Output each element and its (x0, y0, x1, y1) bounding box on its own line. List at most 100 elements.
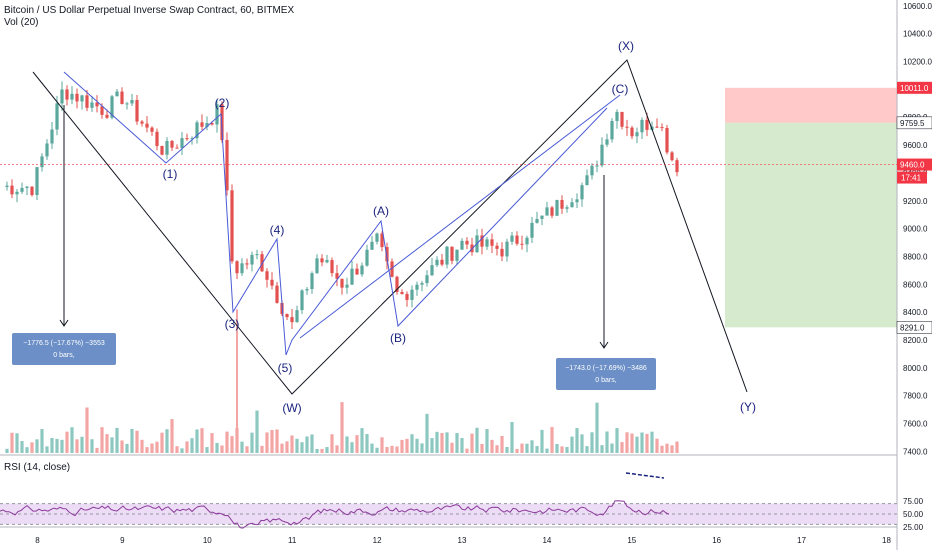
candle-body (115, 91, 119, 97)
candle-body (40, 156, 44, 168)
candle-body (495, 245, 499, 249)
candle-body (130, 100, 134, 104)
candle-body (240, 263, 244, 274)
volume-bar (60, 439, 64, 453)
candle-body (580, 185, 584, 200)
measure-box-line1: −1776.5 (−17.67%) −3553 (23, 340, 105, 347)
volume-bar (425, 413, 429, 453)
price-tick: 10600.0 (903, 2, 932, 11)
volume-bar (160, 432, 164, 453)
candle-body (290, 317, 294, 323)
volume-bar (40, 429, 44, 453)
price-tick: 10200.0 (903, 58, 932, 67)
candle-body (440, 259, 444, 265)
candle-body (615, 111, 619, 122)
volume-bar (145, 447, 149, 453)
volume-bar (20, 441, 24, 453)
time-tick: 13 (458, 536, 467, 545)
volume-bar (625, 432, 629, 453)
candle-body (655, 126, 659, 128)
candle-body (665, 127, 669, 153)
candle-body (675, 160, 679, 173)
volume-bar (70, 427, 74, 453)
volume-bar (190, 438, 194, 453)
volume-bar (475, 427, 479, 453)
volume-bar (355, 435, 359, 453)
rsi-tick: 25.00 (903, 523, 924, 532)
volume-bar (290, 435, 294, 453)
volume-bar (610, 443, 614, 453)
candle-body (590, 165, 594, 176)
candle-body (490, 239, 494, 246)
candle-body (20, 187, 24, 192)
volume-bar (570, 436, 574, 453)
candle-body (245, 263, 249, 265)
volume-bar (640, 432, 644, 453)
candle-body (465, 240, 469, 245)
volume-bar (55, 438, 59, 453)
price-tick: 10400.0 (903, 30, 932, 39)
candle-body (220, 104, 224, 141)
time-tick: 17 (797, 536, 806, 545)
volume-bar (75, 439, 79, 453)
volume-bar (405, 438, 409, 453)
candle-body (365, 249, 369, 266)
volume-bar (100, 427, 104, 453)
volume-bar (210, 433, 214, 453)
volume-bar (320, 448, 324, 453)
profit-target-zone (725, 122, 897, 328)
wave-label: (W) (282, 401, 301, 415)
volume-bar (560, 446, 564, 453)
volume-bar (500, 436, 504, 453)
volume-bar (565, 446, 569, 453)
volume-bar (265, 432, 269, 453)
price-tick: 9000.0 (903, 225, 928, 234)
time-tick: 11 (288, 536, 297, 545)
volume-bar (520, 443, 524, 453)
volume-bar (470, 433, 474, 453)
price-tag-text-target: 8291.0 (900, 323, 925, 332)
candle-body (575, 199, 579, 203)
volume-bar (635, 436, 639, 453)
volume-bar (550, 427, 554, 453)
price-tick: 8600.0 (903, 280, 928, 289)
volume-bar (590, 432, 594, 453)
candle-body (190, 138, 194, 140)
candle-body (550, 207, 554, 216)
volume-bar (365, 434, 369, 453)
volume-bar (15, 433, 19, 453)
volume-bar (430, 438, 434, 453)
candle-body (125, 103, 129, 105)
volume-bar (490, 439, 494, 453)
volume-bar (410, 434, 414, 453)
measure-box (556, 358, 656, 390)
candle-body (340, 278, 344, 288)
candle-body (405, 293, 409, 300)
price-tick: 9200.0 (903, 197, 928, 206)
candle-body (605, 139, 609, 145)
candle-body (210, 123, 214, 125)
volume-bar (525, 443, 529, 453)
candle-body (530, 222, 534, 238)
candle-body (540, 215, 544, 219)
price-tick: 9600.0 (903, 141, 928, 150)
candle-body (50, 129, 54, 144)
candle-body (325, 260, 329, 263)
volume-bar (140, 439, 144, 453)
price-tick: 8400.0 (903, 308, 928, 317)
candle-body (255, 254, 259, 256)
time-tick: 18 (882, 536, 891, 545)
volume-bar (455, 433, 459, 453)
candle-body (385, 247, 389, 262)
volume-bar (350, 442, 354, 453)
wave-label: (A) (373, 204, 389, 218)
candle-body (420, 283, 424, 285)
volume-bar (170, 419, 174, 453)
volume-bar (335, 445, 339, 453)
volume-bar (505, 446, 509, 453)
candle-body (570, 202, 574, 208)
volume-bar (380, 437, 384, 453)
candle-body (25, 186, 29, 188)
